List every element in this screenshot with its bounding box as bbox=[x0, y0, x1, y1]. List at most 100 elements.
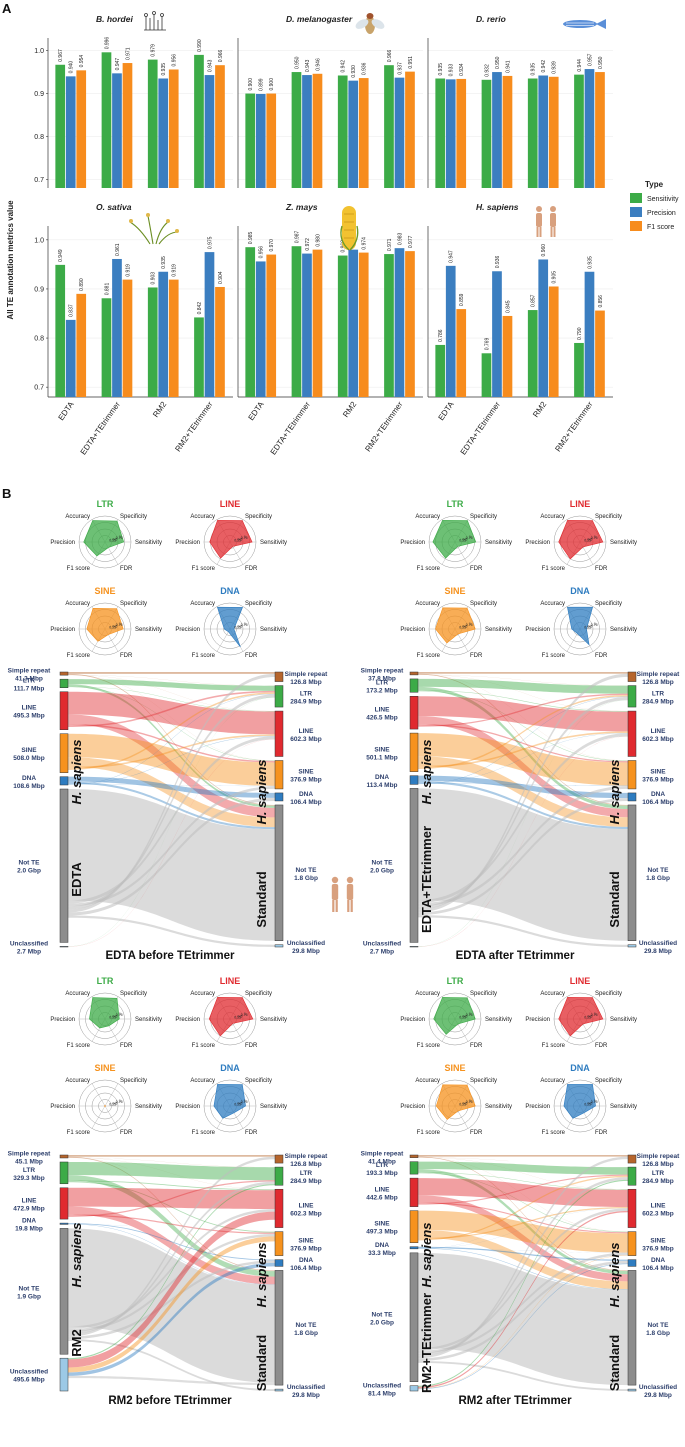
x-tick-label: EDTA bbox=[56, 399, 76, 422]
bar-value-label: 0.987 bbox=[294, 230, 300, 243]
flow-ribbon bbox=[418, 693, 628, 727]
node-left-dna bbox=[409, 1246, 419, 1250]
node-label: LINE bbox=[299, 728, 314, 735]
node-value: 602.3 Mbp bbox=[290, 1210, 321, 1217]
radar-axis-label: Sensitivity bbox=[260, 1017, 287, 1023]
bar-value-label: 0.996 bbox=[104, 37, 110, 50]
bar-f1-score bbox=[266, 93, 277, 188]
node-right-dna bbox=[627, 792, 637, 802]
node-label: LINE bbox=[22, 705, 37, 712]
node-right-sine bbox=[627, 760, 637, 790]
node-label: SINE bbox=[298, 769, 314, 776]
node-right-not-te bbox=[274, 804, 284, 942]
diagram-caption: EDTA after TEtrimmer bbox=[456, 950, 575, 962]
node-label: LINE bbox=[375, 1186, 390, 1193]
diagram-caption: EDTA before TEtrimmer bbox=[105, 950, 235, 962]
node-right-simple-repeat bbox=[627, 671, 637, 682]
radar-area bbox=[563, 1084, 596, 1119]
x-tick-label: EDTA bbox=[436, 399, 456, 422]
bar-value-label: 0.949 bbox=[58, 249, 64, 262]
species-right: H. sapiens bbox=[607, 1242, 622, 1307]
bar-f1-score bbox=[76, 70, 87, 188]
radar-tick-label: 0.5 bbox=[113, 624, 118, 628]
flow-ribbon bbox=[68, 674, 275, 761]
radar-tick-label: 1 bbox=[244, 535, 246, 539]
bar-value-label: 0.905 bbox=[552, 271, 558, 284]
bar-sensitivity bbox=[574, 74, 584, 188]
bar-value-label: 0.899 bbox=[259, 78, 265, 91]
bar-value-label: 0.933 bbox=[449, 64, 455, 77]
flow-ribbon bbox=[418, 1206, 628, 1240]
node-value: 126.8 Mbp bbox=[642, 679, 673, 686]
node-left-simple-repeat bbox=[59, 671, 69, 676]
radar-tick-label: 0.5 bbox=[588, 1101, 593, 1105]
bar-value-label: 0.966 bbox=[218, 49, 224, 62]
bar-value-label: 0.951 bbox=[408, 56, 414, 69]
radar-axis-label: Sensitivity bbox=[135, 627, 162, 633]
radar-tick-label: 1 bbox=[119, 1099, 121, 1103]
radar-axis-label: F1 score bbox=[192, 1043, 216, 1049]
flow-ribbon bbox=[418, 1177, 628, 1356]
node-left-line bbox=[59, 691, 69, 730]
corn-cob-icon bbox=[340, 206, 359, 251]
radar-axis-label: Sensitivity bbox=[610, 540, 637, 546]
node-label: LTR bbox=[376, 680, 388, 687]
radar-group-rm2-before-tetrimmer: LTR Accuracy Specificity Sensitivity FDR F1 s… bbox=[50, 976, 287, 1136]
radar-title: LTR bbox=[447, 499, 464, 509]
flow-ribbon bbox=[418, 1179, 628, 1387]
node-label: DNA bbox=[375, 1242, 389, 1249]
bar-precision bbox=[445, 79, 456, 188]
node-value: 329.3 Mbp bbox=[13, 1175, 44, 1182]
flow-ribbon bbox=[418, 1169, 628, 1275]
flow-ribbon bbox=[68, 692, 275, 770]
flow-ribbon bbox=[68, 733, 275, 786]
radar-ltr: LTR Accuracy Specificity Sensitivity FDR F1 s… bbox=[400, 976, 512, 1049]
flow-ribbon bbox=[68, 739, 275, 947]
radar-tick-label: 1 bbox=[119, 535, 121, 539]
bar-value-label: 0.857 bbox=[531, 294, 537, 307]
radar-tick-label: 1 bbox=[244, 1012, 246, 1016]
radar-axis-label: F1 score bbox=[542, 566, 566, 572]
flow-ribbon bbox=[418, 1157, 628, 1232]
node-label: LTR bbox=[652, 1170, 664, 1177]
node-value: 45.1 Mbp bbox=[15, 1158, 43, 1165]
radar-area bbox=[216, 606, 243, 648]
flow-ribbon bbox=[418, 1157, 628, 1190]
bar-f1-score bbox=[548, 76, 559, 188]
radar-area bbox=[558, 997, 604, 1037]
node-label: SINE bbox=[374, 746, 390, 753]
flow-ribbon bbox=[68, 1214, 275, 1234]
radar-spoke bbox=[91, 1083, 106, 1107]
flow-ribbon bbox=[418, 736, 628, 947]
facet-b-hordei: B. hordei 0.7 0.8 0.9 1.0 0.967 0.940 0.954 0.99… bbox=[34, 14, 233, 189]
radar-axis-label: F1 score bbox=[417, 653, 441, 659]
flow-ribbon bbox=[68, 734, 275, 769]
radar-dna: DNA Accuracy Specificity Sensitivity FDR F1 s… bbox=[525, 1063, 637, 1136]
node-label: DNA bbox=[375, 774, 389, 781]
node-label: SINE bbox=[650, 769, 666, 776]
radar-tick-label: 0.25 bbox=[234, 626, 241, 630]
radar-tick-label: 0.75 bbox=[591, 1013, 598, 1017]
rice-plant-icon bbox=[129, 213, 179, 245]
y-tick-label: 0.7 bbox=[34, 177, 44, 184]
radar-axis-label: Precision bbox=[175, 1017, 200, 1023]
flow-ribbon bbox=[68, 1223, 275, 1285]
flow-ribbon bbox=[418, 1172, 628, 1190]
node-right-ltr bbox=[274, 685, 284, 708]
node-label: Not TE bbox=[296, 1322, 318, 1329]
node-label: Not TE bbox=[296, 867, 318, 874]
node-value: 81.4 Mbp bbox=[368, 1390, 396, 1397]
radar-title: SINE bbox=[94, 586, 115, 596]
bar-value-label: 0.971 bbox=[387, 238, 393, 251]
radar-tick-label: 0.5 bbox=[463, 624, 468, 628]
radar-group-edta-before-tetrimmer: LTR Accuracy Specificity Sensitivity FDR F1 s… bbox=[50, 499, 287, 659]
radar-axis-label: Precision bbox=[400, 540, 425, 546]
bar-precision bbox=[302, 75, 312, 188]
bar-f1-score bbox=[76, 293, 87, 397]
radar-tick-label: 0.5 bbox=[463, 537, 468, 541]
bar-value-label: 0.890 bbox=[79, 278, 85, 291]
radar-axis-label: Sensitivity bbox=[260, 1104, 287, 1110]
bar-value-label: 0.972 bbox=[305, 238, 311, 251]
radar-tick-label: 0.75 bbox=[466, 1013, 473, 1017]
radar-axis-label: F1 score bbox=[542, 653, 566, 659]
